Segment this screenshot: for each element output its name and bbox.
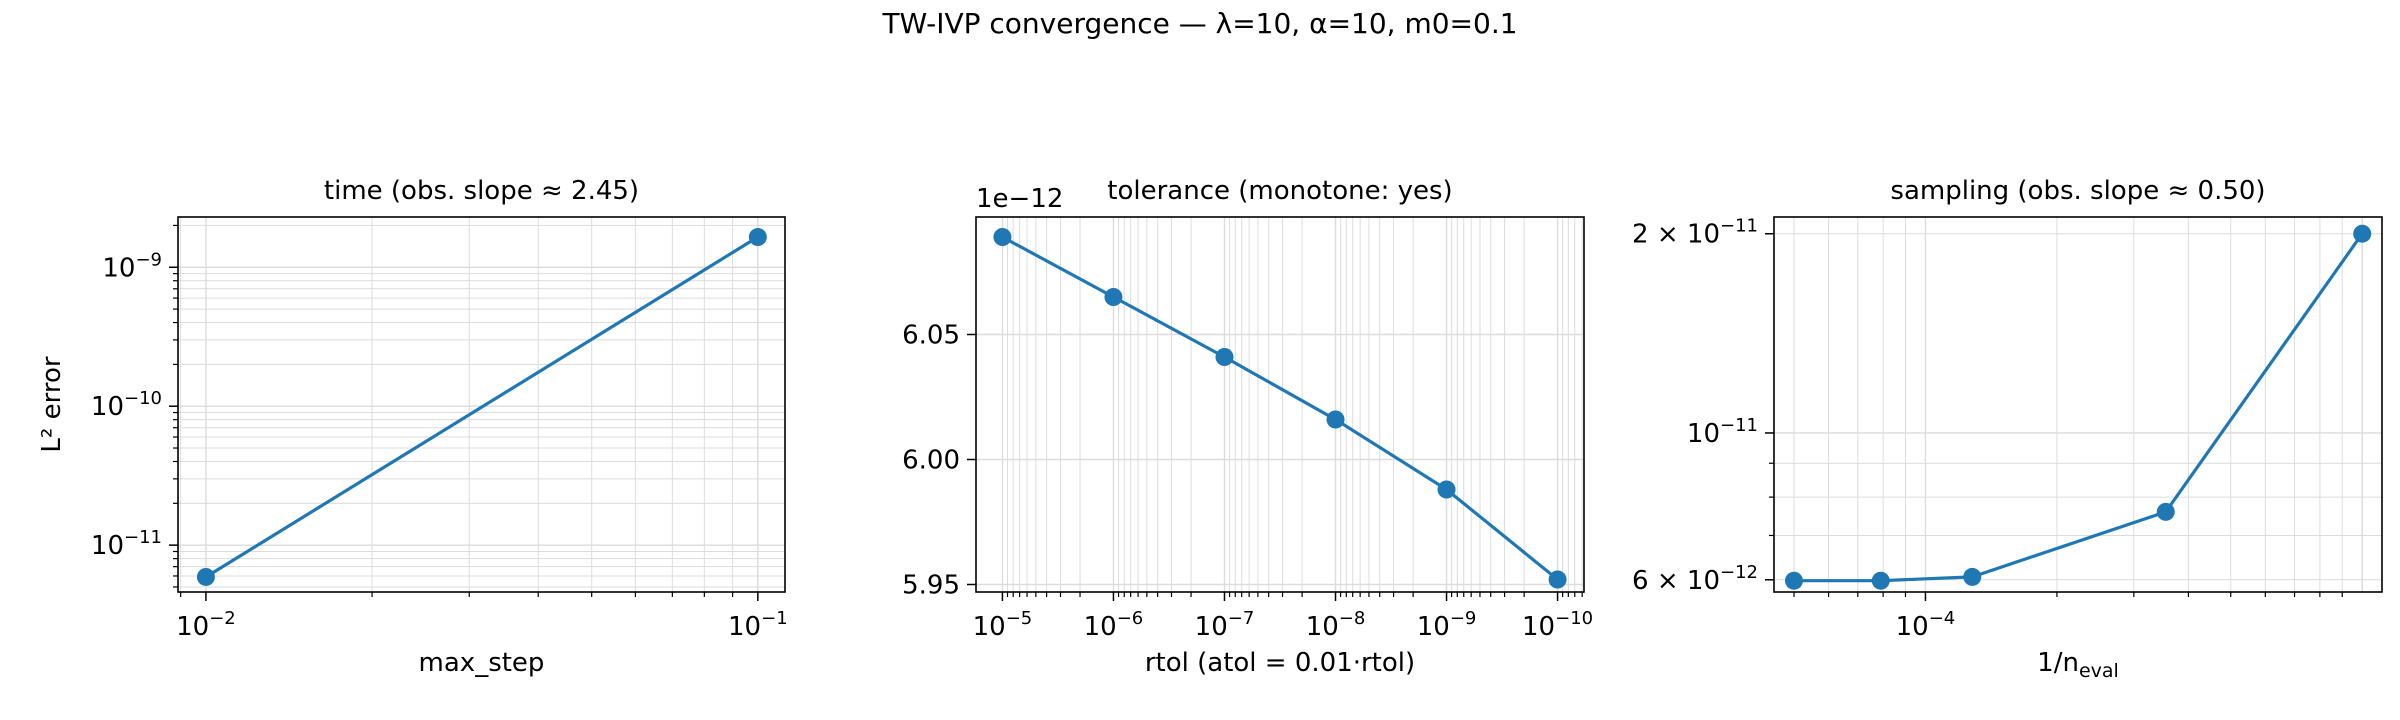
y-tick-label: 10−10 [91,388,162,422]
data-point [1437,480,1456,499]
y-tick-label: 6.05 [902,321,960,351]
y-tick-label: 2 × 10−11 [1632,216,1758,250]
data-point [1326,410,1345,429]
y-tick-label: 6 × 10−12 [1632,562,1758,596]
data-point [1215,348,1234,366]
x-tick-label: 10−6 [1084,608,1144,642]
axis-offset-label: 1e−12 [976,184,1063,214]
axes-frame [177,216,786,593]
chart-panel-1: 10−2 10−1 10−9 10−10 10−11 time (obs. slope ≈… [37,176,788,678]
series-line [1001,235,1559,581]
data-point [2156,502,2175,521]
chart-title: sampling (obs. slope ≈ 0.50) [1890,176,2265,206]
chart-panel-3: 10−4 2 × 10−11 10−11 6 × 10−12 sampling (obs… [1632,176,2383,682]
y-tick-label: 10−9 [102,249,162,283]
data-point [1104,288,1123,306]
x-axis-label: max_step [419,648,545,678]
x-axis-label: 1/neval [2037,648,2119,682]
data-point [1548,570,1567,589]
data-point [1871,571,1890,590]
y-axis-label: L² error [37,356,67,452]
x-axis-label: rtol (atol = 0.01·rtol) [1145,648,1415,678]
data-point [1963,567,1982,586]
figure-suptitle: TW-IVP convergence — λ=10, α=10, m0=0.1 [881,7,1517,40]
data-point [1784,571,1803,590]
y-tick-label: 10−11 [91,527,162,561]
x-tick-label: 10−9 [1417,608,1477,642]
axes-frame [1773,216,2383,593]
x-tick-label: 10−5 [973,608,1033,642]
x-tick-label: 10−4 [1896,608,1956,642]
chart-title: tolerance (monotone: yes) [1107,176,1452,206]
x-tick-label: 10−1 [728,608,788,642]
y-tick-label: 10−11 [1687,415,1758,449]
data-point [748,228,767,247]
data-point [993,228,1012,246]
series-line [1794,232,2364,583]
data-point [2353,224,2372,243]
data-point [196,567,215,586]
chart-panel-2: 10−5 10−6 10−7 10−8 10−9 10−10 5.95 6.00 6.05 tol… [902,176,1593,678]
chart-title: time (obs. slope ≈ 2.45) [324,176,639,206]
x-tick-label: 10−2 [176,608,236,642]
x-tick-label: 10−7 [1195,608,1255,642]
x-tick-label: 10−10 [1522,608,1593,642]
axes-frame [975,216,1585,593]
y-tick-label: 5.95 [902,571,960,601]
x-tick-label: 10−8 [1306,608,1366,642]
y-tick-label: 6.00 [902,446,960,476]
series-line [205,235,759,579]
